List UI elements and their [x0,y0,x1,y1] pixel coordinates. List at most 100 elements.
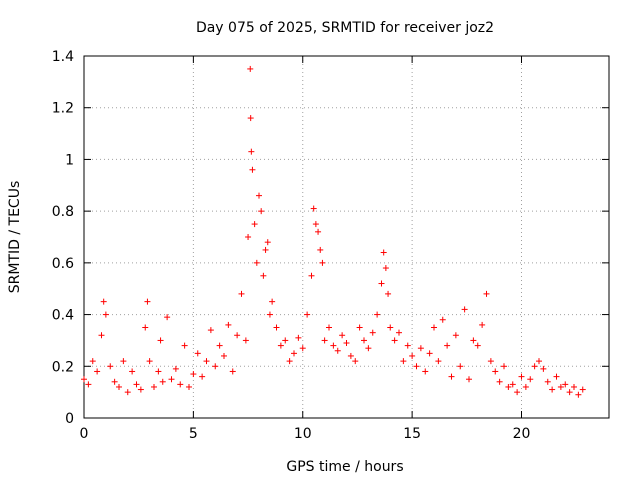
data-point [374,311,381,318]
axis-ticks: 0 0.2 0.4 0.6 0.8 1 1.2 1.4 0 5 10 15 20 [52,49,609,442]
data-point [549,386,556,393]
y-tick-label: 1.2 [52,101,74,117]
data-point [111,378,118,385]
data-point [248,148,255,155]
data-point [470,337,477,344]
data-point [369,329,376,336]
data-point [273,324,280,331]
data-point [98,332,105,339]
data-point [251,221,258,228]
data-point [343,340,350,347]
data-point [264,239,271,246]
data-point [334,347,341,354]
data-point [247,115,254,122]
y-tick-label: 1.4 [52,49,74,65]
data-point [315,228,322,235]
data-point [203,358,210,365]
data-point [461,306,468,313]
x-tick-label: 5 [189,426,198,442]
data-point [212,363,219,370]
data-point [277,342,284,349]
data-point [299,345,306,352]
y-tick-label: 0.8 [52,204,74,220]
data-point [142,324,149,331]
data-point [253,259,260,266]
data-point [330,342,337,349]
data-point [518,373,525,380]
data-point [501,363,507,370]
data-point [256,192,262,199]
data-point [229,368,236,375]
data-point [544,378,551,385]
y-tick-label: 0.6 [52,256,74,272]
x-tick-label: 10 [294,426,312,442]
data-point [249,166,256,173]
data-point [116,383,122,390]
data-point [391,337,398,344]
data-point [266,311,273,318]
data-point [242,337,249,344]
y-tick-label: 0.4 [52,308,74,324]
data-point [404,342,411,349]
data-point [413,363,420,370]
y-tick-label: 1 [65,152,74,168]
data-point [439,316,446,323]
data-point [85,381,92,388]
data-point [435,358,442,365]
data-point [124,389,131,396]
data-point [260,272,267,279]
data-point [431,324,437,331]
data-point [94,368,101,375]
data-point [100,298,107,305]
data-point [262,246,269,253]
x-tick-label: 20 [513,426,531,442]
data-point [312,221,319,228]
data-point [457,363,464,370]
data-point [225,321,232,328]
data-point [304,311,311,318]
data-point [157,337,164,344]
data-point [234,332,241,339]
data-point [400,358,407,365]
data-point [527,376,534,383]
data-point [474,342,481,349]
x-tick-label: 0 [80,426,89,442]
data-point [352,358,359,365]
y-axis-label: SRMTID / TECUs [7,181,23,294]
data-point [129,368,136,375]
data-point [247,65,254,72]
data-point [452,332,459,339]
data-point [417,345,424,352]
data-point [133,381,140,388]
data-point [102,311,109,318]
data-point [487,358,494,365]
data-point [444,342,451,349]
data-point [380,249,387,256]
data-point [385,290,392,297]
data-point [181,342,188,349]
data-point [509,381,516,388]
data-point [496,378,503,385]
chart-title: Day 075 of 2025, SRMTID for receiver joz… [196,20,494,36]
data-point [361,337,367,344]
x-axis-label: GPS time / hours [286,459,403,475]
data-point [137,386,144,393]
data-point [221,352,227,359]
data-point [172,365,179,372]
data-point [177,381,184,388]
data-point [120,358,127,365]
data-point [553,373,560,380]
data-point [144,298,151,305]
data-point [522,383,529,390]
data-point [291,350,297,357]
data-point [505,383,512,390]
data-point [286,358,293,365]
data-point [466,376,472,383]
data-point [347,352,354,359]
data-point [378,280,385,287]
data-point [216,342,223,349]
data-point [514,389,521,396]
data-point [81,376,87,383]
data-point [579,386,586,393]
